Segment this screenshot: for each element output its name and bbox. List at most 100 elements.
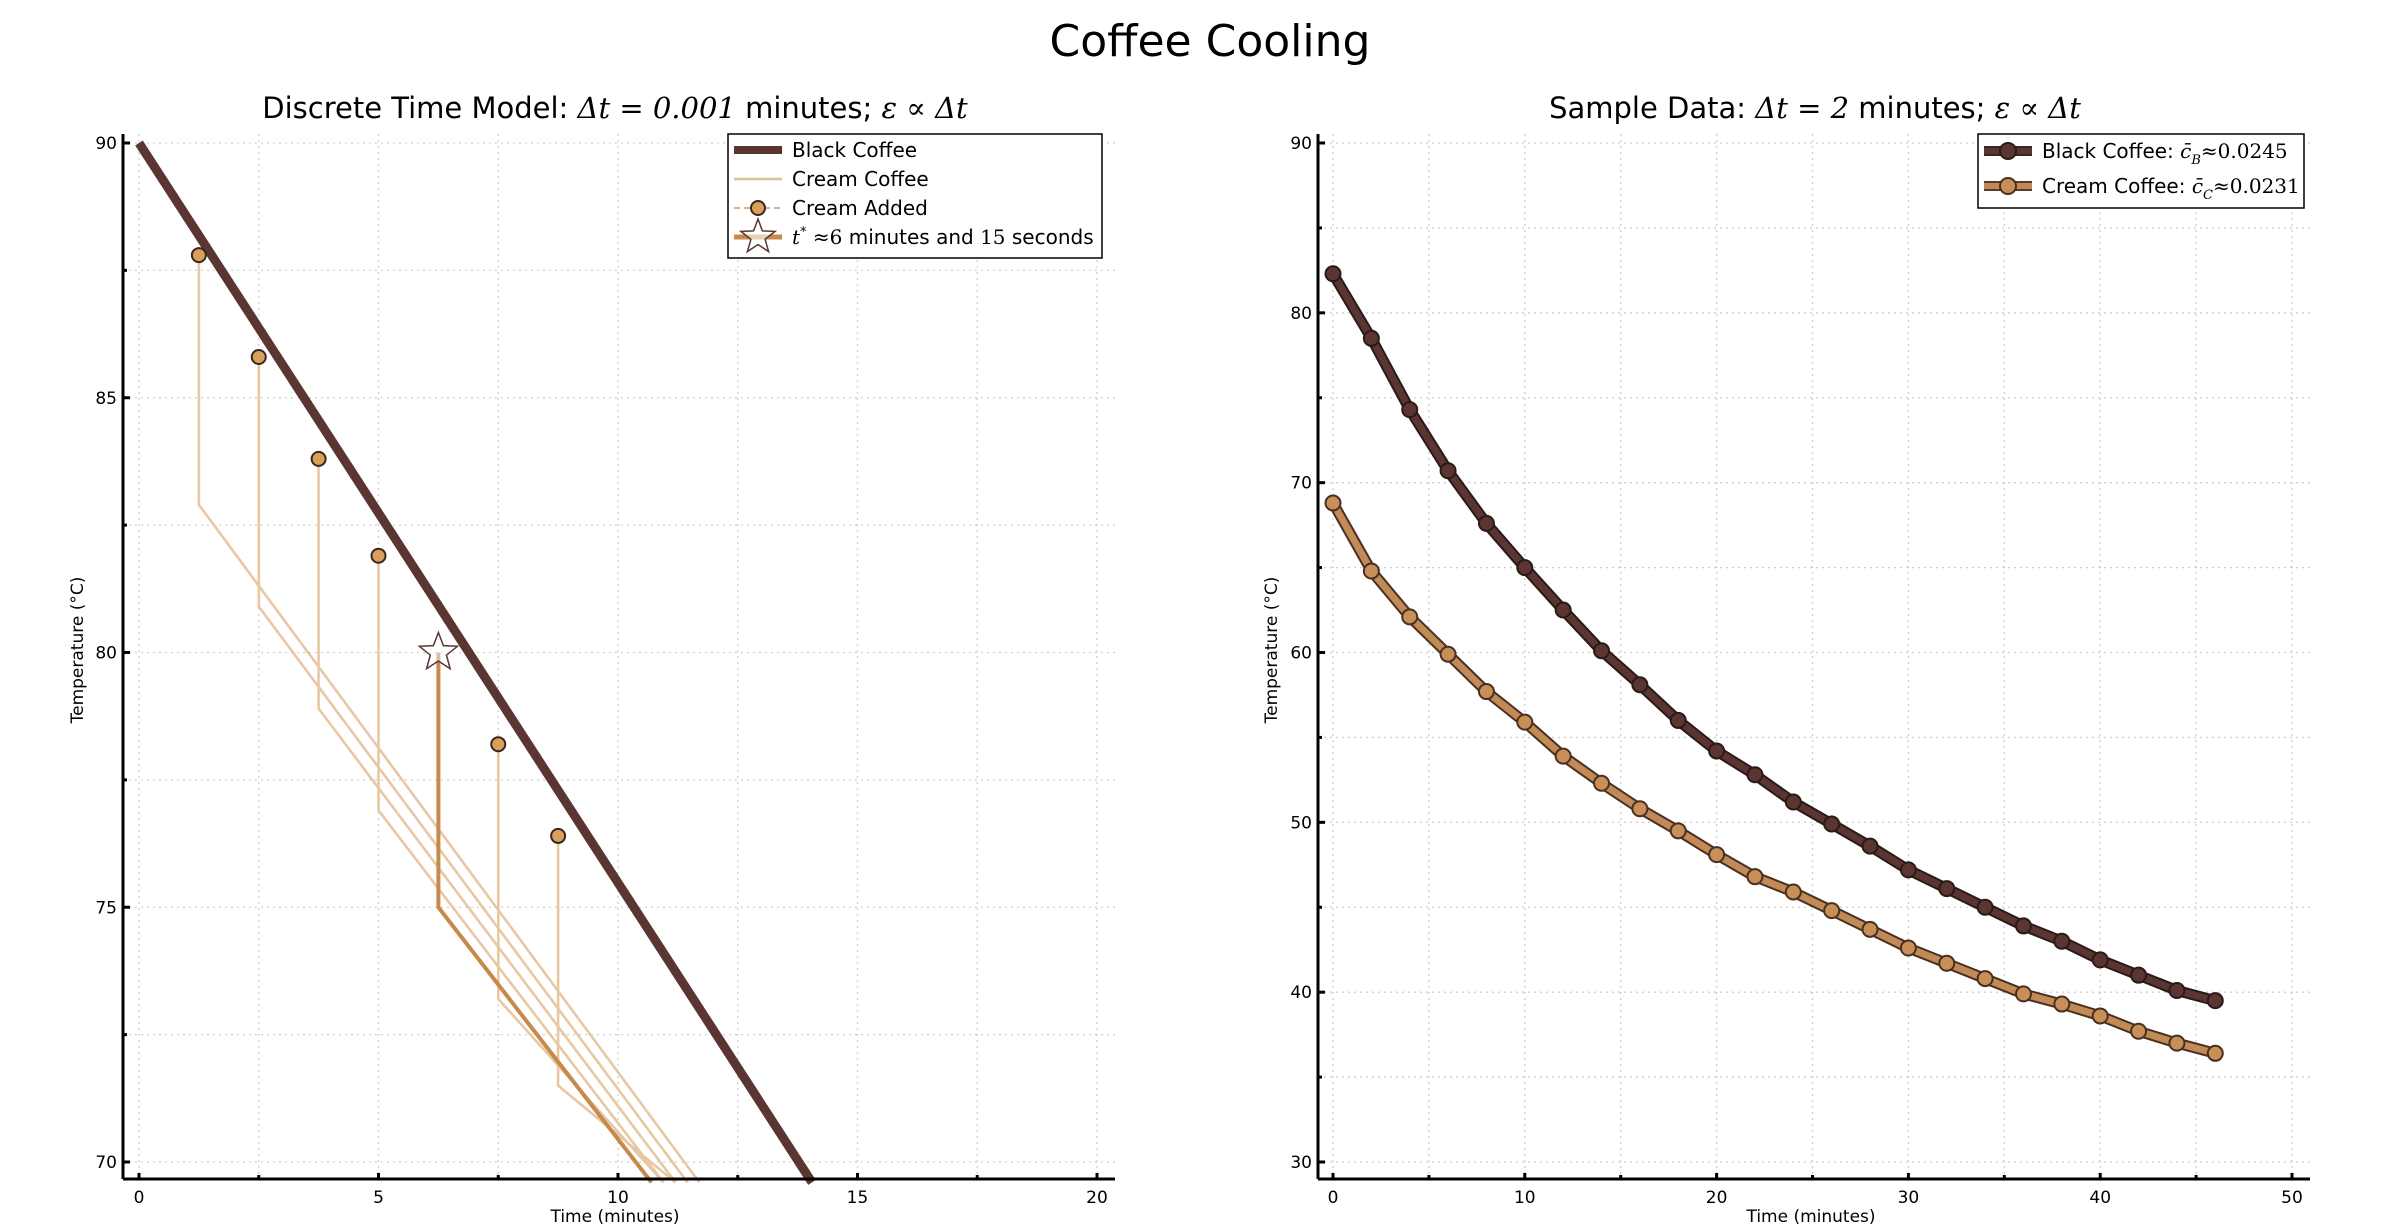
cream-coffee-curve (197, 255, 701, 1184)
data-point-cream-coffee (1746, 868, 1764, 886)
panel-discrete-model: Discrete Time Model: Δt = 0.001 minutes;… (68, 91, 1115, 1227)
y-tick-label: 85 (95, 389, 117, 409)
black-coffee-line (135, 140, 816, 1185)
data-point-cream-coffee (2168, 1034, 2186, 1052)
data-point-black-coffee (1823, 815, 1841, 833)
data-point-black-coffee (1593, 642, 1611, 660)
left-black-coffee-line (135, 140, 816, 1185)
data-point-black-coffee (1938, 880, 1956, 898)
legend-cream-added-label: Cream Added (792, 196, 928, 220)
data-point-black-coffee (2130, 966, 2148, 984)
data-point-black-coffee (1439, 462, 1457, 480)
data-point-cream-coffee (2091, 1007, 2109, 1025)
right-y-axis-label: Temperature (°C) (1262, 577, 1282, 725)
cream-coffee-curve-optimal (436, 652, 654, 1184)
data-point-black-coffee (2091, 951, 2109, 969)
y-tick-label: 80 (95, 644, 117, 664)
data-point-cream-coffee (1823, 902, 1841, 920)
cream-coffee-curve (377, 555, 665, 1184)
x-tick-label: 0 (1328, 1188, 1339, 1208)
left-legend: Black Coffee Cream Coffee Cream Added t*… (727, 133, 1103, 259)
data-point-black-coffee (1477, 514, 1495, 532)
y-tick-label: 70 (1290, 474, 1312, 494)
cream-added-marker (550, 827, 567, 844)
right-legend-box (1977, 133, 2305, 209)
series-outline-cream-coffee (1328, 500, 2217, 1059)
x-tick-label: 0 (134, 1188, 145, 1208)
y-tick-label: 75 (95, 898, 117, 918)
data-point-cream-coffee (1401, 608, 1419, 626)
data-point-cream-coffee (1899, 939, 1917, 957)
series-line-cream-coffee (1329, 501, 2217, 1057)
panel-sample-data: Sample Data: Δt = 2 minutes; ε ∝ Δt 0 10 2… (1262, 91, 2310, 1227)
right-axes: 0 10 20 30 40 50 30 40 50 60 70 80 90 (1290, 134, 2310, 1208)
legend-black-coffee-label: Black Coffee (792, 138, 917, 162)
cream-added-marker (490, 736, 507, 753)
y-tick-label: 60 (1290, 644, 1312, 664)
data-point-black-coffee (1899, 861, 1917, 879)
figure-title: Coffee Cooling (1050, 16, 1371, 67)
cream-coffee-curve (496, 744, 665, 1184)
data-point-cream-coffee (2206, 1044, 2224, 1062)
series-outline-black-coffee (1328, 270, 2217, 1007)
data-point-cream-coffee (1938, 954, 1956, 972)
data-point-black-coffee (1324, 265, 1342, 283)
cream-coffee-curve (556, 835, 677, 1184)
data-point-black-coffee (1976, 898, 1994, 916)
y-tick-label: 30 (1290, 1153, 1312, 1173)
left-cream-coffee-curves (197, 255, 701, 1184)
data-point-cream-coffee (1784, 883, 1802, 901)
data-point-cream-coffee (1708, 846, 1726, 864)
left-panel-title: Discrete Time Model: Δt = 0.001 minutes;… (262, 91, 968, 125)
x-tick-label: 5 (373, 1188, 384, 1208)
legend-black-series-label: Black Coffee: c̄B≈0.0245 (2042, 139, 2288, 168)
x-tick-label: 10 (607, 1188, 629, 1208)
data-point-cream-coffee (1861, 920, 1879, 938)
data-point-cream-coffee (1477, 683, 1495, 701)
data-point-cream-coffee (1631, 800, 1649, 818)
legend-cream-added-marker (750, 200, 766, 216)
data-point-black-coffee (1554, 601, 1572, 619)
y-tick-label: 50 (1290, 813, 1312, 833)
left-legend-box (727, 133, 1103, 259)
left-cream-added-markers (190, 247, 567, 844)
data-point-black-coffee (1362, 329, 1380, 347)
data-point-black-coffee (2206, 992, 2224, 1010)
x-tick-label: 10 (1514, 1188, 1536, 1208)
data-point-black-coffee (1784, 793, 1802, 811)
data-point-black-coffee (1669, 711, 1687, 729)
x-tick-label: 30 (1898, 1188, 1920, 1208)
data-point-cream-coffee (1324, 494, 1342, 512)
y-tick-label: 40 (1290, 983, 1312, 1003)
series-line-black-coffee (1329, 272, 2217, 1005)
data-point-black-coffee (1746, 766, 1764, 784)
data-point-black-coffee (1708, 742, 1726, 760)
left-axes: 0 5 10 15 20 70 75 80 85 90 (95, 134, 1115, 1208)
data-point-cream-coffee (1554, 747, 1572, 765)
data-point-black-coffee (1401, 401, 1419, 419)
legend-star-icon (738, 216, 778, 254)
data-point-cream-coffee (1976, 970, 1994, 988)
data-point-cream-coffee (1362, 562, 1380, 580)
y-tick-label: 70 (95, 1153, 117, 1173)
x-tick-label: 20 (1086, 1188, 1108, 1208)
data-point-black-coffee (2053, 932, 2071, 950)
x-tick-label: 40 (2089, 1188, 2111, 1208)
data-point-black-coffee (2014, 917, 2032, 935)
data-point-cream-coffee (1439, 645, 1457, 663)
legend-cream-series-marker (1999, 177, 2017, 195)
cream-added-marker (190, 247, 207, 264)
data-point-cream-coffee (1593, 774, 1611, 792)
data-point-cream-coffee (1516, 713, 1534, 731)
data-point-black-coffee (1861, 837, 1879, 855)
data-point-cream-coffee (2130, 1022, 2148, 1040)
data-point-black-coffee (1516, 559, 1534, 577)
x-tick-label: 15 (847, 1188, 869, 1208)
left-gridlines (123, 134, 1115, 1179)
legend-cream-series-label: Cream Coffee: c̄C≈0.0231 (2042, 174, 2300, 203)
y-tick-label: 80 (1290, 304, 1312, 324)
x-tick-label: 20 (1706, 1188, 1728, 1208)
left-y-axis-label: Temperature (°C) (68, 577, 88, 725)
right-x-axis-label: Time (minutes) (1745, 1207, 1875, 1227)
